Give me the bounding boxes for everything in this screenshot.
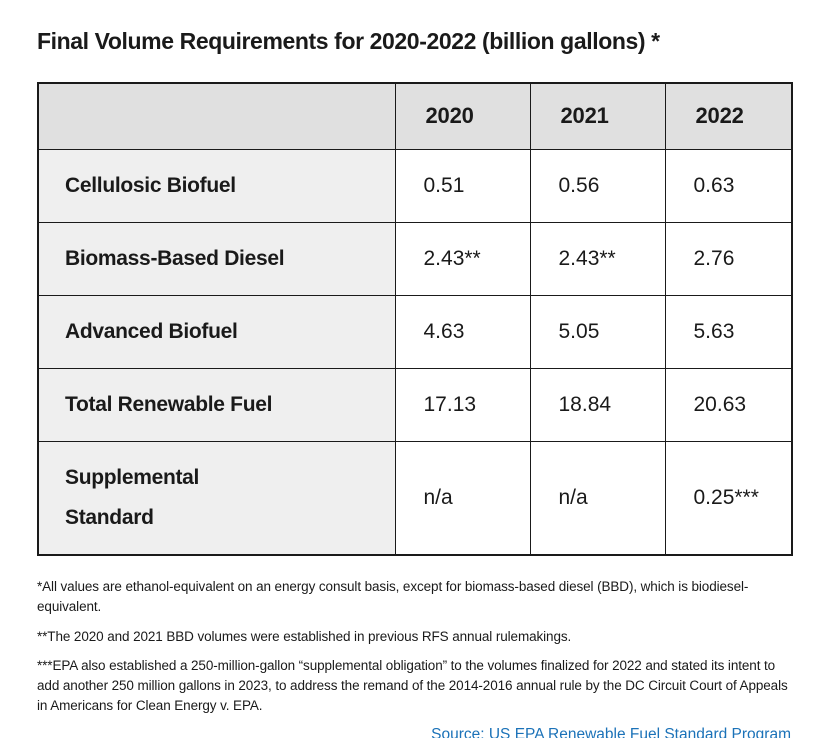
source-row: Source: US EPA Renewable Fuel Standard P…	[37, 726, 791, 738]
cell-value: 2.43**	[529, 221, 666, 296]
column-header-2022: 2022	[664, 82, 793, 150]
row-label: Cellulosic Biofuel	[37, 148, 396, 223]
row-label: Supplemental Standard	[37, 440, 396, 556]
cell-value: 20.63	[664, 367, 793, 442]
cell-value: 18.84	[529, 367, 666, 442]
source-link[interactable]: Source: US EPA Renewable Fuel Standard P…	[431, 725, 791, 738]
cell-value: 2.76	[664, 221, 793, 296]
footnote-bbd-volumes: **The 2020 and 2021 BBD volumes were est…	[37, 628, 572, 644]
table-row-supplemental-standard: Supplemental Standard n/a n/a 0.25***	[37, 440, 793, 556]
corner-cell	[37, 82, 396, 150]
footnotes: *All values are ethanol-equivalent on an…	[37, 577, 793, 717]
row-label-text: Cellulosic Biofuel	[65, 173, 236, 197]
row-label: Total Renewable Fuel	[37, 367, 396, 442]
page-title: Final Volume Requirements for 2020-2022 …	[37, 28, 660, 54]
table-row-biomass-based-diesel: Biomass-Based Diesel 2.43** 2.43** 2.76	[37, 221, 793, 296]
cell-value: 17.13	[394, 367, 531, 442]
cell-value: 5.05	[529, 294, 666, 369]
volume-requirements-table: 2020 2021 2022 Cellulosic Biofuel 0.51 0…	[37, 82, 793, 556]
cell-value: 0.25***	[664, 440, 793, 556]
cell-value: n/a	[394, 440, 531, 556]
row-label-text: Supplemental Standard	[65, 465, 200, 529]
table-header-row: 2020 2021 2022	[37, 82, 793, 150]
cell-value: 0.63	[664, 148, 793, 223]
cell-value: 0.56	[529, 148, 666, 223]
row-label-text: Advanced Biofuel	[65, 319, 238, 343]
cell-value: 5.63	[664, 294, 793, 369]
cell-value: 2.43**	[394, 221, 531, 296]
row-label-text: Total Renewable Fuel	[65, 392, 273, 416]
row-label-text: Biomass-Based Diesel	[65, 246, 285, 270]
footnote-ethanol-equivalent: *All values are ethanol-equivalent on an…	[37, 579, 749, 615]
table-row-advanced-biofuel: Advanced Biofuel 4.63 5.05 5.63	[37, 294, 793, 369]
footnote-supplemental-obligation: ***EPA also established a 250-million-ga…	[37, 657, 788, 714]
column-header-2021: 2021	[529, 82, 666, 150]
cell-value: 4.63	[394, 294, 531, 369]
row-label: Advanced Biofuel	[37, 294, 396, 369]
cell-value: 0.51	[394, 148, 531, 223]
table-row-cellulosic-biofuel: Cellulosic Biofuel 0.51 0.56 0.63	[37, 148, 793, 223]
table-row-total-renewable-fuel: Total Renewable Fuel 17.13 18.84 20.63	[37, 367, 793, 442]
column-header-2020: 2020	[394, 82, 531, 150]
cell-value: n/a	[529, 440, 666, 556]
row-label: Biomass-Based Diesel	[37, 221, 396, 296]
